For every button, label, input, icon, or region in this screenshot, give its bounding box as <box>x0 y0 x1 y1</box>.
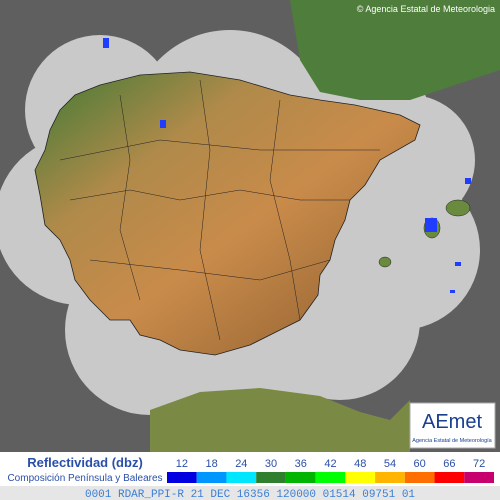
france <box>290 0 500 100</box>
copyright: © Agencia Estatal de Meteorologia <box>357 4 495 14</box>
legend-value: 24 <box>235 458 247 470</box>
legend-swatch <box>375 472 405 483</box>
echoes <box>103 38 471 293</box>
legend-title: Reflectividad (dbz) <box>27 455 143 470</box>
province-borders <box>59 79 380 341</box>
legend-swatch <box>226 472 257 483</box>
legend-swatch <box>196 472 227 483</box>
legend-value: 48 <box>354 458 366 470</box>
legend-value: 60 <box>414 458 426 470</box>
legend-swatch <box>315 472 346 483</box>
legend-swatch <box>464 472 494 483</box>
status-bar <box>0 486 500 500</box>
north-africa <box>150 388 410 452</box>
logo-box <box>409 402 496 449</box>
logo-title: AEmet <box>422 411 482 433</box>
legend-swatch <box>434 472 465 483</box>
legend-swatch <box>167 472 197 483</box>
legend-value: 54 <box>384 458 396 470</box>
legend-value: 18 <box>205 458 217 470</box>
legend-value: 12 <box>176 458 188 470</box>
legend-swatch <box>404 472 435 483</box>
legend-value: 36 <box>295 458 307 470</box>
legend-value: 30 <box>265 458 277 470</box>
legend-value: 66 <box>443 458 455 470</box>
legend-subtitle: Composición Península y Baleares <box>7 473 162 484</box>
legend-value: 72 <box>473 458 485 470</box>
legend-swatch <box>256 472 286 483</box>
legend-swatch <box>345 472 376 483</box>
iberian-peninsula <box>34 71 421 356</box>
status-line: 0001 RDAR_PPI-R 21 DEC 16356 120000 0151… <box>85 489 415 500</box>
legend-value: 42 <box>324 458 336 470</box>
logo-subtitle: Agencia Estatal de Meteorología <box>412 438 492 444</box>
legend-items: 12 18 24 30 36 42 48 54 60 66 72 <box>167 458 494 483</box>
legend-swatch <box>285 472 316 483</box>
